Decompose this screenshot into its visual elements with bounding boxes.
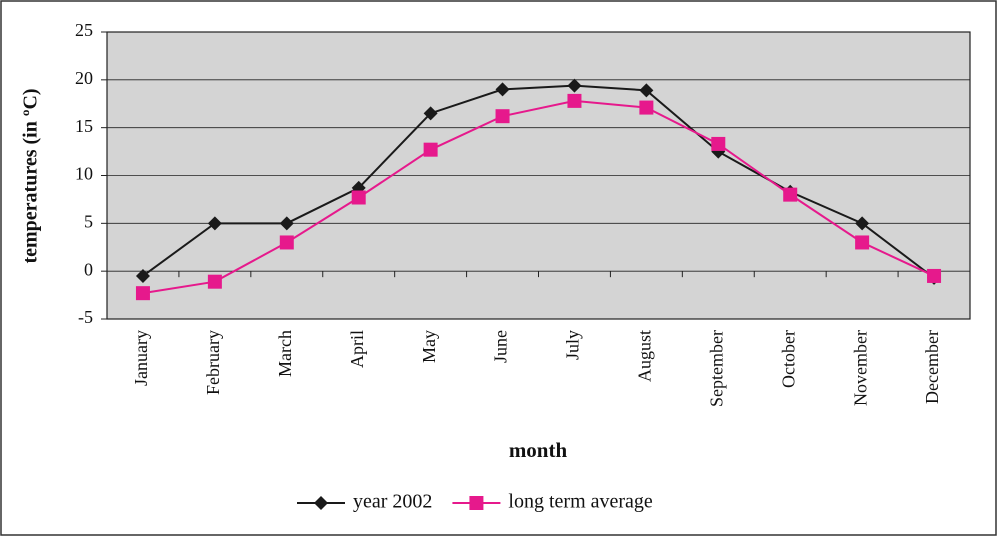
legend-swatch <box>314 496 328 510</box>
y-tick-label: 10 <box>75 164 93 184</box>
x-tick-label: December <box>922 330 942 404</box>
x-tick-label: June <box>491 330 511 363</box>
data-point <box>135 286 150 301</box>
y-tick-label: 15 <box>75 116 93 136</box>
data-point <box>567 78 582 93</box>
x-tick-label: August <box>635 330 655 382</box>
data-point <box>423 142 438 157</box>
x-tick-label: January <box>131 330 151 386</box>
data-point <box>423 106 438 121</box>
y-tick-label: 0 <box>84 259 93 279</box>
data-point <box>495 82 510 97</box>
x-tick-label: November <box>850 330 870 406</box>
data-point <box>567 93 582 108</box>
data-point <box>279 235 294 250</box>
data-point <box>135 268 150 283</box>
data-point <box>495 109 510 124</box>
data-point <box>279 216 294 231</box>
x-tick-label: September <box>706 330 726 407</box>
y-tick-label: -5 <box>78 307 93 327</box>
legend-label: year 2002 <box>353 491 432 513</box>
legend-swatch <box>469 496 484 510</box>
data-point <box>711 136 726 151</box>
data-point <box>639 83 654 98</box>
data-point <box>207 216 222 231</box>
legend-label: long term average <box>508 491 652 513</box>
data-point <box>207 274 222 289</box>
data-point <box>855 216 870 231</box>
series-line <box>142 99 935 295</box>
x-tick-label: October <box>778 330 798 388</box>
x-tick-label: April <box>347 330 367 368</box>
series-line <box>142 84 935 279</box>
data-point <box>639 100 654 115</box>
x-tick-label: March <box>275 330 295 377</box>
x-tick-label: February <box>203 330 223 395</box>
x-tick-label: July <box>563 330 583 360</box>
y-tick-label: 5 <box>84 211 93 231</box>
x-axis-label: month <box>509 438 568 462</box>
data-point <box>351 190 366 205</box>
data-point <box>927 268 942 283</box>
y-tick-label: 20 <box>75 68 93 88</box>
y-tick-label: 25 <box>75 20 93 40</box>
y-axis-label: temperatures (in ºC) <box>20 88 42 263</box>
data-point <box>855 235 870 250</box>
x-tick-label: May <box>419 330 439 363</box>
data-point <box>783 187 798 202</box>
